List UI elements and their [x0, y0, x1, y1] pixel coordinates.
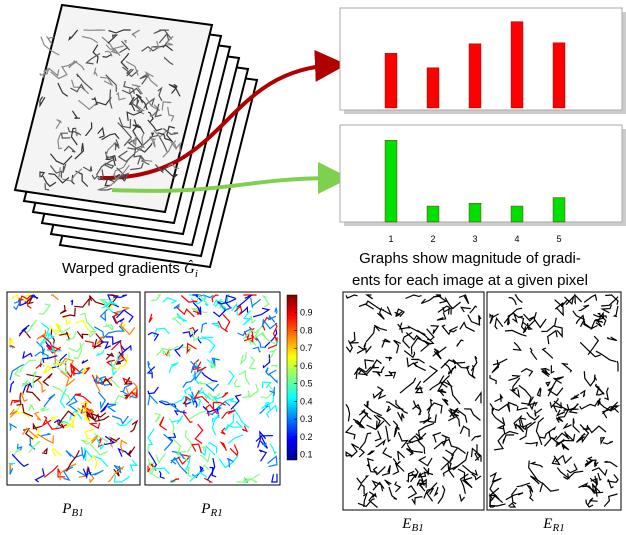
graph-caption: ents for each image at a given pixel	[352, 272, 588, 289]
bar	[553, 43, 565, 108]
bar	[553, 198, 565, 222]
x-tick-label: 5	[556, 234, 561, 244]
figure: Warped gradients Ĝi Graphs show magnitud…	[0, 0, 626, 535]
label-main: E	[542, 516, 552, 532]
panel-label: ER1	[542, 516, 564, 534]
x-tick-label: 2	[430, 234, 435, 244]
panel-label: EB1	[401, 516, 423, 534]
label-main: P	[200, 501, 210, 517]
caption-sub: i	[195, 268, 198, 280]
colorbar-tick-label: 0.8	[300, 325, 313, 335]
colorbar-tick-label: 0.5	[300, 379, 313, 389]
caption-symbol: Ĝ	[184, 260, 195, 277]
colorbar-tick-label: 0.3	[300, 414, 313, 424]
colorbar-tick-label: 0.6	[300, 361, 313, 371]
bar	[511, 22, 523, 108]
x-tick-label: 4	[514, 234, 519, 244]
bar	[427, 68, 439, 108]
panel-label: PB1	[61, 501, 83, 519]
bar	[511, 206, 523, 222]
x-tick-label: 1	[388, 234, 393, 244]
colorbar-tick-label: 0.9	[300, 308, 313, 318]
colorbar-tick-label: 0.2	[300, 432, 313, 442]
label-main: E	[401, 516, 411, 532]
colorbar-tick-label: 0.4	[300, 396, 313, 406]
x-tick-label: 3	[472, 234, 477, 244]
label-main: P	[61, 501, 71, 517]
stack-caption: Warped gradients Ĝi	[62, 260, 198, 280]
caption-text: Warped gradients	[62, 260, 180, 277]
graph-caption: Graphs show magnitude of gradi-	[359, 250, 581, 267]
bar	[385, 140, 397, 222]
probability-image	[145, 292, 280, 485]
colorbar	[287, 295, 297, 460]
colorbar-tick-label: 0.7	[300, 343, 313, 353]
bar	[385, 53, 397, 108]
label-sub: B1	[411, 522, 423, 534]
label-sub: R1	[551, 522, 564, 534]
bar	[427, 206, 439, 222]
bar	[469, 44, 481, 108]
colorbar-tick-label: 0.1	[300, 450, 313, 460]
label-sub: R1	[209, 507, 222, 519]
panel-label: PR1	[200, 501, 222, 519]
label-sub: B1	[71, 507, 83, 519]
bar	[469, 203, 481, 222]
